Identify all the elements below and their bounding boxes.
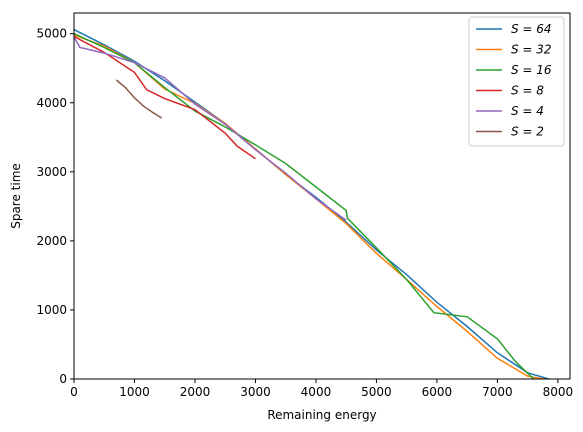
- x-tick-label: 7000: [482, 385, 513, 399]
- y-tick-label: 0: [59, 372, 67, 386]
- series-lines: [73, 28, 550, 380]
- legend-label: S = 8: [511, 84, 544, 98]
- x-axis-ticks: 0 1000 2000 3000 4000 5000 6000 7000 8000: [70, 379, 573, 399]
- x-tick-label: 0: [70, 385, 78, 399]
- y-tick-label: 3000: [36, 165, 67, 179]
- x-tick-label: 6000: [422, 385, 453, 399]
- legend-label: S = 16: [511, 63, 552, 77]
- y-tick-label: 2000: [36, 234, 67, 248]
- series-line-5: [73, 36, 347, 221]
- x-tick-label: 3000: [240, 385, 271, 399]
- legend-label: S = 32: [511, 43, 552, 57]
- plot-frame: [73, 12, 571, 380]
- legend-label: S = 2: [511, 125, 544, 139]
- series-line-3: [73, 33, 535, 380]
- x-tick-label: 2000: [180, 385, 211, 399]
- series-line-6: [115, 79, 163, 119]
- x-tick-label: 5000: [361, 385, 392, 399]
- y-axis-label: Spare time: [9, 163, 23, 229]
- x-tick-label: 8000: [543, 385, 574, 399]
- y-tick-label: 4000: [36, 96, 67, 110]
- legend: S = 64 S = 32 S = 16 S = 8 S = 4 S = 2: [468, 16, 565, 147]
- series-line-4: [73, 35, 256, 160]
- x-axis-label: Remaining energy: [267, 408, 376, 422]
- x-tick-label: 1000: [119, 385, 150, 399]
- y-axis-ticks: 0 1000 2000 3000 4000 5000: [36, 27, 74, 386]
- legend-label: S = 64: [511, 22, 552, 36]
- y-tick-label: 5000: [36, 27, 67, 41]
- y-tick-label: 1000: [36, 303, 67, 317]
- series-line-1: [73, 28, 550, 380]
- x-tick-label: 4000: [301, 385, 332, 399]
- legend-label: S = 4: [511, 104, 544, 118]
